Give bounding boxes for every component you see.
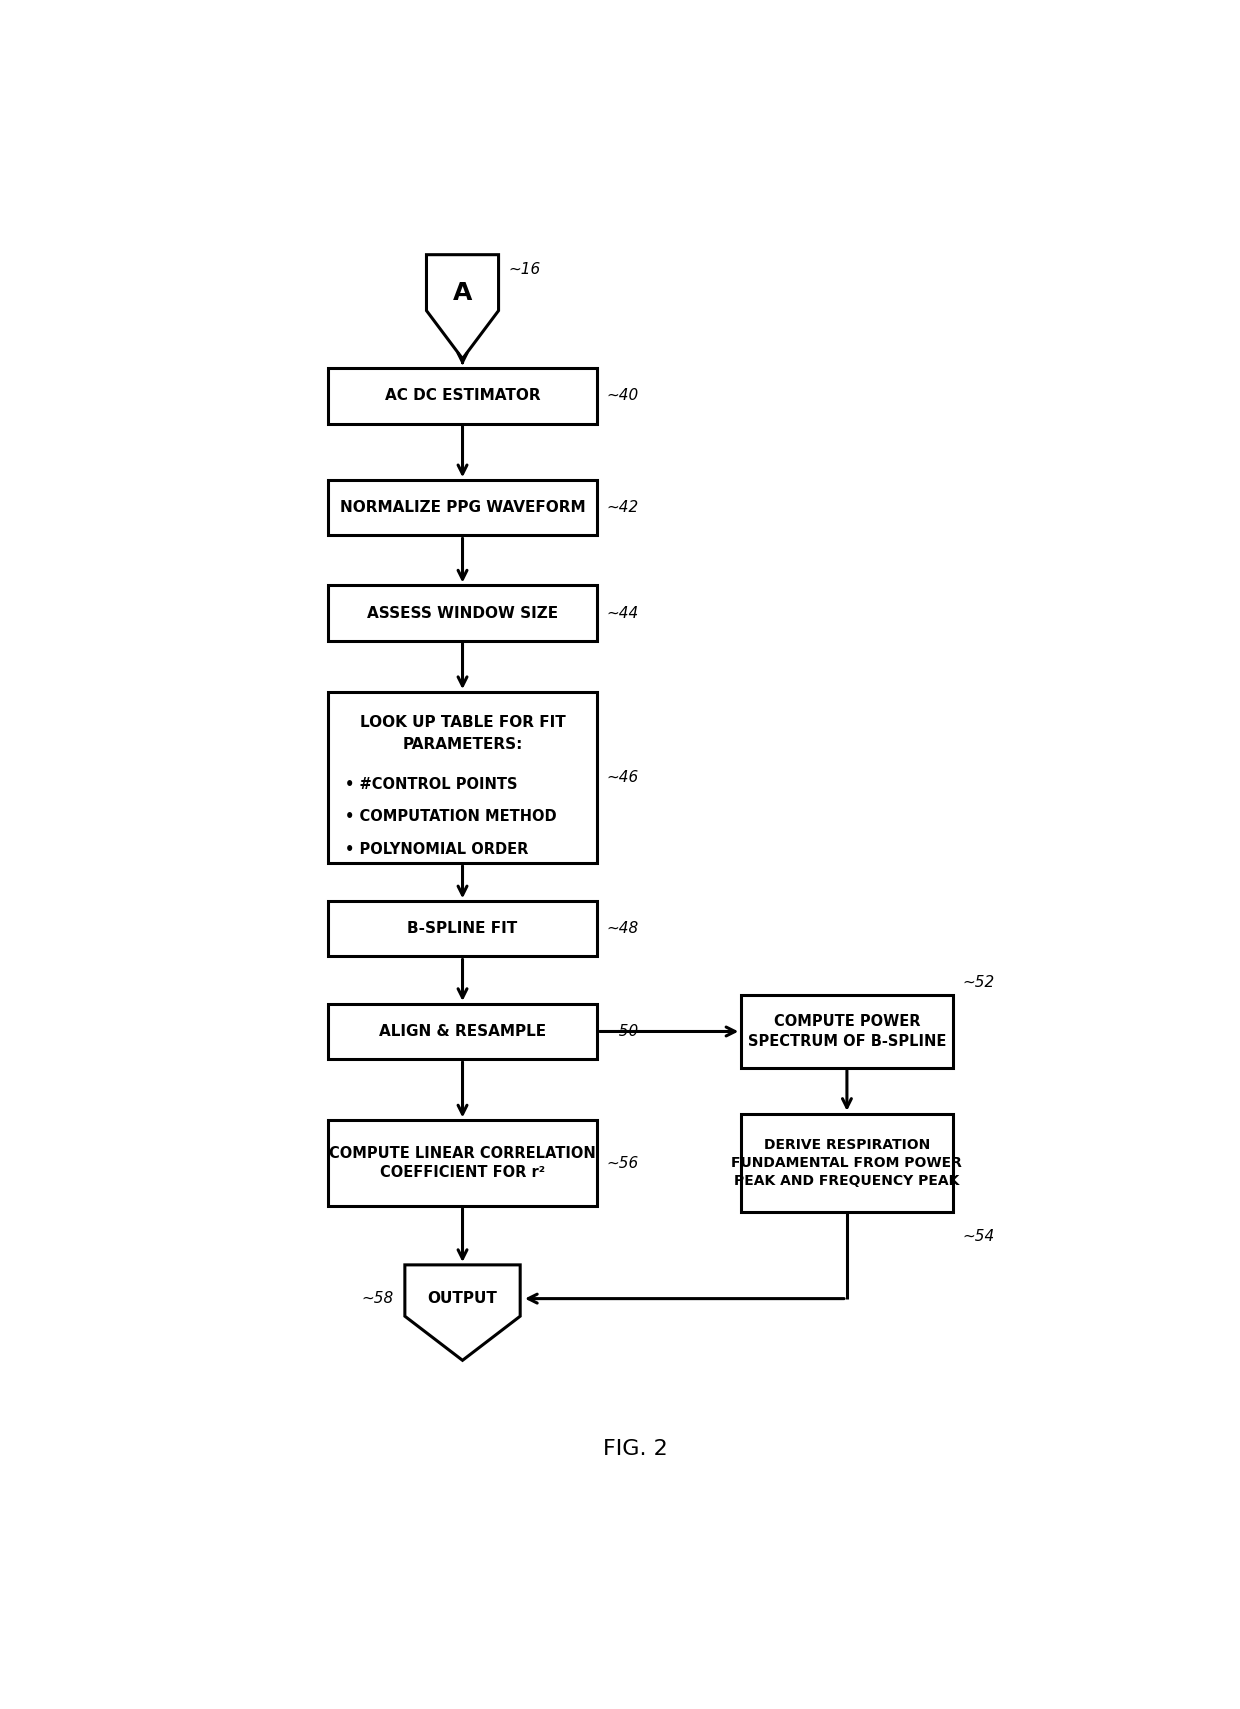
- Text: ~54: ~54: [962, 1229, 994, 1244]
- Text: ~44: ~44: [606, 605, 639, 620]
- Text: ~42: ~42: [606, 501, 639, 514]
- Text: ~48: ~48: [606, 921, 639, 937]
- Text: ~16: ~16: [508, 261, 541, 277]
- Text: • POLYNOMIAL ORDER: • POLYNOMIAL ORDER: [345, 843, 528, 858]
- Bar: [742, 1114, 952, 1212]
- Text: • COMPUTATION METHOD: • COMPUTATION METHOD: [345, 810, 557, 824]
- Text: B-SPLINE FIT: B-SPLINE FIT: [408, 921, 517, 937]
- Bar: [327, 586, 598, 641]
- Text: DERIVE RESPIRATION
FUNDAMENTAL FROM POWER
PEAK AND FREQUENCY PEAK: DERIVE RESPIRATION FUNDAMENTAL FROM POWE…: [732, 1138, 962, 1188]
- Text: ~56: ~56: [606, 1155, 639, 1171]
- Bar: [327, 1121, 598, 1207]
- Text: ~50: ~50: [606, 1024, 639, 1039]
- Text: ASSESS WINDOW SIZE: ASSESS WINDOW SIZE: [367, 605, 558, 620]
- Text: PARAMETERS:: PARAMETERS:: [402, 737, 523, 752]
- Text: • #CONTROL POINTS: • #CONTROL POINTS: [345, 776, 518, 791]
- Text: COMPUTE LINEAR CORRELATION
COEFFICIENT FOR r²: COMPUTE LINEAR CORRELATION COEFFICIENT F…: [329, 1145, 596, 1181]
- Text: LOOK UP TABLE FOR FIT: LOOK UP TABLE FOR FIT: [360, 714, 565, 730]
- Text: A: A: [453, 282, 472, 306]
- Bar: [327, 367, 598, 424]
- Polygon shape: [427, 255, 498, 359]
- Text: OUTPUT: OUTPUT: [428, 1290, 497, 1306]
- Bar: [327, 901, 598, 957]
- Bar: [742, 995, 952, 1068]
- Text: AC DC ESTIMATOR: AC DC ESTIMATOR: [384, 388, 541, 403]
- Text: ~52: ~52: [962, 974, 994, 990]
- Text: COMPUTE POWER
SPECTRUM OF B-SPLINE: COMPUTE POWER SPECTRUM OF B-SPLINE: [748, 1013, 946, 1049]
- Text: NORMALIZE PPG WAVEFORM: NORMALIZE PPG WAVEFORM: [340, 501, 585, 514]
- Text: FIG. 2: FIG. 2: [603, 1439, 668, 1459]
- Bar: [327, 1003, 598, 1060]
- Text: ~40: ~40: [606, 388, 639, 403]
- Polygon shape: [404, 1265, 521, 1360]
- Bar: [327, 692, 598, 863]
- Text: ~58: ~58: [362, 1290, 394, 1306]
- Text: ALIGN & RESAMPLE: ALIGN & RESAMPLE: [379, 1024, 546, 1039]
- Text: ~46: ~46: [606, 771, 639, 784]
- Bar: [327, 480, 598, 535]
